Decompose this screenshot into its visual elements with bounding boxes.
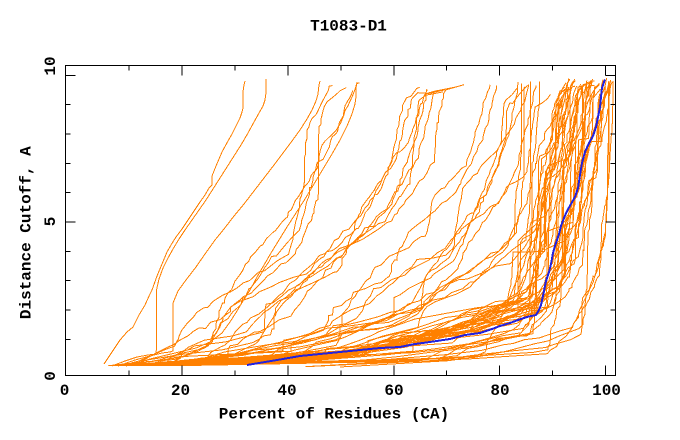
svg-text:0: 0 <box>42 371 60 381</box>
svg-text:20: 20 <box>171 382 190 400</box>
svg-text:40: 40 <box>277 382 296 400</box>
svg-text:80: 80 <box>490 382 509 400</box>
svg-text:5: 5 <box>42 217 60 227</box>
svg-text:Distance Cutoff, A: Distance Cutoff, A <box>18 146 36 319</box>
svg-text:10: 10 <box>42 56 60 75</box>
svg-text:60: 60 <box>384 382 403 400</box>
svg-text:T1083-D1: T1083-D1 <box>310 18 387 36</box>
svg-text:0: 0 <box>60 382 70 400</box>
svg-text:Percent of Residues (CA): Percent of Residues (CA) <box>219 406 449 424</box>
svg-text:100: 100 <box>592 382 621 400</box>
